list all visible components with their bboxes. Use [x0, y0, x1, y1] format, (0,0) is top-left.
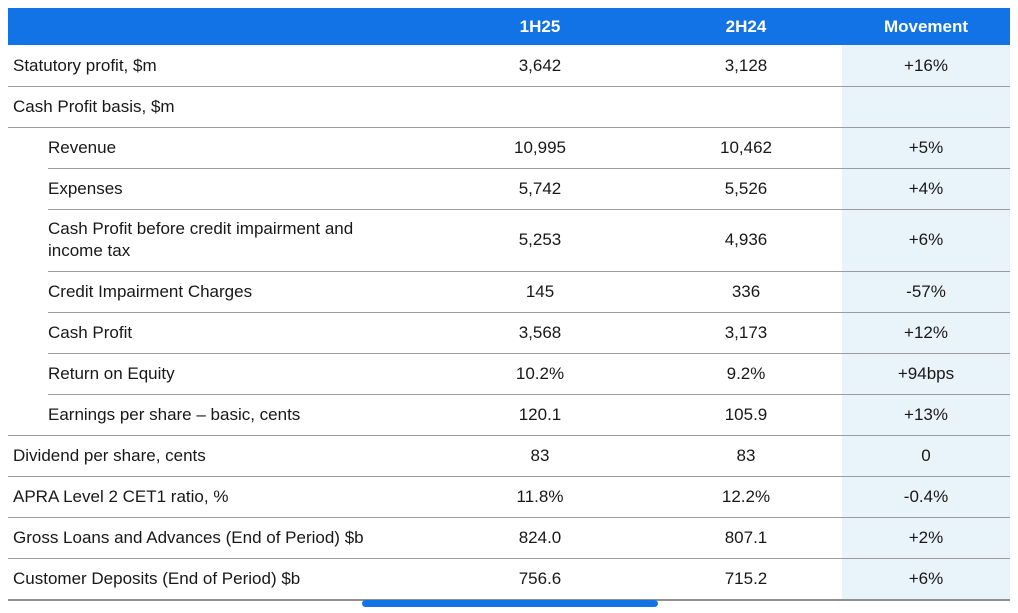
row-separator	[8, 558, 1010, 559]
table-row: Statutory profit, $m 3,642 3,128 +16%	[8, 45, 1010, 86]
table-row: APRA Level 2 CET1 ratio, % 11.8% 12.2% -0.4…	[8, 476, 1010, 517]
column-header-1h25: 1H25	[519, 16, 561, 36]
row-label: Expenses	[48, 178, 123, 198]
row-separator	[48, 353, 1010, 354]
row-value-movement: +13%	[842, 394, 1010, 435]
row-value-movement: +4%	[842, 168, 1010, 209]
row-value-1h25: 120.1	[518, 404, 562, 424]
row-value-movement: +5%	[842, 127, 1010, 168]
row-value-1h25: 5,253	[518, 230, 562, 249]
row-value-2h24: 3,128	[724, 55, 768, 75]
table-row: Return on Equity 10.2% 9.2% +94bps	[8, 353, 1010, 394]
row-value-1h25: 10.2%	[515, 363, 565, 383]
row-value-2h24: 12.2%	[721, 486, 771, 506]
row-value-1h25: 3,642	[518, 55, 562, 75]
row-separator	[8, 517, 1010, 518]
row-label: Cash Profit basis, $m	[13, 96, 175, 116]
row-value-1h25: 11.8%	[516, 486, 564, 506]
row-separator	[8, 476, 1010, 477]
row-value-1h25: 145	[525, 281, 555, 301]
row-value-movement: +94bps	[842, 353, 1010, 394]
table-row: Cash Profit basis, $m	[8, 86, 1010, 127]
row-label: Earnings per share – basic, cents	[48, 404, 301, 424]
column-header-movement: Movement	[883, 16, 969, 36]
row-label: Revenue	[48, 137, 117, 157]
row-separator	[8, 127, 1010, 128]
row-value-2h24: 4,936	[724, 230, 768, 249]
row-value-2h24: 807.1	[724, 527, 768, 547]
table-header-row: 1H25 2H24 Movement	[8, 8, 1010, 45]
row-separator	[8, 435, 1010, 436]
row-value-2h24: 336	[731, 281, 761, 301]
row-value-movement: +16%	[842, 45, 1010, 86]
table-row: Revenue 10,995 10,462 +5%	[8, 127, 1010, 168]
row-label: Cash Profit before credit impairment and…	[48, 219, 354, 260]
row-value-movement: +6%	[842, 209, 1010, 271]
row-value-1h25: 3,568	[518, 322, 562, 342]
table-row: Expenses 5,742 5,526 +4%	[8, 168, 1010, 209]
row-label: Dividend per share, cents	[13, 445, 206, 465]
table-row: Dividend per share, cents 83 83 0	[8, 435, 1010, 476]
row-value-2h24: 105.9	[724, 404, 768, 424]
row-label: APRA Level 2 CET1 ratio, %	[13, 486, 229, 506]
row-separator	[48, 168, 1010, 169]
row-value-1h25: 83	[530, 445, 550, 465]
table-row: Cash Profit 3,568 3,173 +12%	[8, 312, 1010, 353]
row-value-2h24	[650, 86, 842, 127]
row-label: Customer Deposits (End of Period) $b	[13, 568, 301, 588]
row-value-2h24: 5,526	[724, 178, 768, 198]
row-separator	[48, 209, 1010, 210]
table-row: Cash Profit before credit impairment and…	[8, 209, 1010, 271]
row-value-movement: +6%	[842, 558, 1010, 599]
table-row: Earnings per share – basic, cents 120.1 10…	[8, 394, 1010, 435]
row-value-movement	[842, 86, 1010, 127]
row-value-1h25	[430, 86, 650, 127]
row-separator	[48, 394, 1010, 395]
row-label: Gross Loans and Advances (End of Period)…	[13, 527, 364, 547]
row-value-movement: +2%	[842, 517, 1010, 558]
row-separator	[48, 312, 1010, 313]
row-separator	[48, 271, 1010, 272]
row-value-movement: -57%	[842, 271, 1010, 312]
table-body: Statutory profit, $m 3,642 3,128 +16% Cash P…	[8, 45, 1010, 599]
row-label: Return on Equity	[48, 363, 175, 383]
row-label: Credit Impairment Charges	[48, 281, 253, 301]
table-row: Credit Impairment Charges 145 336 -57%	[8, 271, 1010, 312]
row-value-2h24: 10,462	[720, 137, 772, 157]
table-row: Customer Deposits (End of Period) $b 756.…	[8, 558, 1010, 599]
row-value-movement: -0.4%	[842, 476, 1010, 517]
row-label: Statutory profit, $m	[13, 55, 157, 75]
row-separator	[8, 86, 1010, 87]
table-row: Gross Loans and Advances (End of Period)…	[8, 517, 1010, 558]
row-value-movement: 0	[842, 435, 1010, 476]
financial-results-table: 1H25 2H24 Movement Statutory profit, $m 3…	[8, 8, 1010, 601]
column-header-2h24: 2H24	[725, 16, 767, 36]
row-value-2h24: 9.2%	[726, 363, 766, 383]
row-value-1h25: 824.0	[518, 527, 562, 547]
footer-accent-bar	[362, 600, 658, 607]
row-value-2h24: 83	[736, 445, 756, 465]
row-label: Cash Profit	[48, 322, 133, 342]
row-value-1h25: 10,995	[514, 137, 566, 157]
row-value-2h24: 715.2	[724, 568, 768, 588]
row-value-1h25: 756.6	[518, 568, 562, 588]
row-value-2h24: 3,173	[724, 322, 768, 342]
row-value-movement: +12%	[842, 312, 1010, 353]
row-value-1h25: 5,742	[518, 178, 562, 198]
